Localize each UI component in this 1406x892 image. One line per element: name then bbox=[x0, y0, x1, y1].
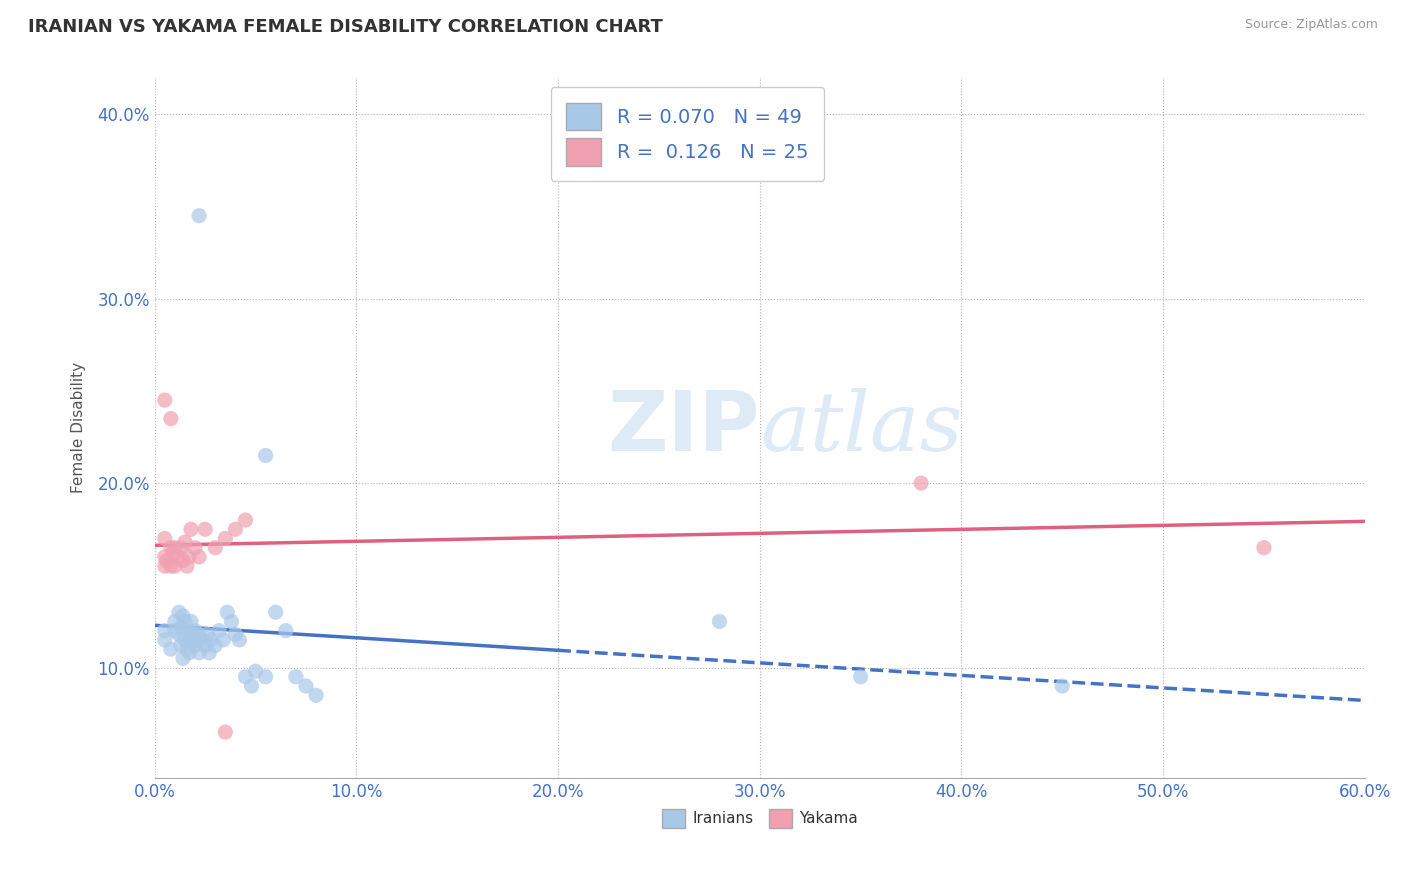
Point bbox=[163, 559, 186, 574]
Point bbox=[163, 541, 186, 555]
Point bbox=[160, 411, 183, 425]
Point bbox=[224, 522, 246, 536]
Point bbox=[162, 546, 184, 560]
Point bbox=[849, 670, 872, 684]
Point bbox=[177, 646, 200, 660]
Point bbox=[170, 620, 193, 634]
Point bbox=[305, 688, 328, 702]
Point bbox=[194, 522, 217, 536]
Point bbox=[200, 632, 222, 647]
Point bbox=[245, 665, 267, 679]
Point bbox=[228, 632, 250, 647]
Point bbox=[204, 639, 226, 653]
Point bbox=[186, 632, 208, 647]
Point bbox=[170, 541, 193, 555]
Point bbox=[709, 615, 731, 629]
Point bbox=[153, 532, 176, 546]
Point bbox=[153, 632, 176, 647]
Point bbox=[153, 624, 176, 638]
Point bbox=[254, 449, 277, 463]
Point bbox=[167, 549, 190, 564]
Point bbox=[195, 627, 218, 641]
Point bbox=[163, 615, 186, 629]
Point bbox=[295, 679, 318, 693]
Point bbox=[221, 615, 243, 629]
Legend: Iranians, Yakama: Iranians, Yakama bbox=[655, 803, 865, 834]
Point bbox=[1052, 679, 1074, 693]
Point bbox=[284, 670, 307, 684]
Point bbox=[190, 632, 212, 647]
Point bbox=[235, 513, 257, 527]
Point bbox=[180, 632, 202, 647]
Point bbox=[240, 679, 263, 693]
Point bbox=[214, 725, 236, 739]
Point bbox=[172, 609, 194, 624]
Point bbox=[160, 642, 183, 657]
Point bbox=[184, 639, 207, 653]
Point bbox=[163, 624, 186, 638]
Y-axis label: Female Disability: Female Disability bbox=[72, 362, 86, 493]
Point bbox=[235, 670, 257, 684]
Point bbox=[188, 627, 211, 641]
Point bbox=[194, 639, 217, 653]
Text: Source: ZipAtlas.com: Source: ZipAtlas.com bbox=[1244, 18, 1378, 31]
Point bbox=[212, 632, 235, 647]
Point bbox=[160, 541, 183, 555]
Point bbox=[188, 646, 211, 660]
Point bbox=[204, 541, 226, 555]
Point bbox=[153, 559, 176, 574]
Point bbox=[174, 632, 197, 647]
Point bbox=[156, 553, 179, 567]
Point bbox=[254, 670, 277, 684]
Point bbox=[180, 615, 202, 629]
Point bbox=[274, 624, 297, 638]
Point bbox=[214, 532, 236, 546]
Point bbox=[174, 535, 197, 549]
Point bbox=[174, 615, 197, 629]
Text: IRANIAN VS YAKAMA FEMALE DISABILITY CORRELATION CHART: IRANIAN VS YAKAMA FEMALE DISABILITY CORR… bbox=[28, 18, 664, 36]
Point bbox=[181, 627, 204, 641]
Point bbox=[180, 522, 202, 536]
Point bbox=[910, 476, 932, 491]
Point bbox=[177, 549, 200, 564]
Point bbox=[167, 605, 190, 619]
Text: atlas: atlas bbox=[759, 388, 962, 467]
Point bbox=[184, 624, 207, 638]
Point bbox=[176, 624, 198, 638]
Point bbox=[208, 624, 231, 638]
Text: ZIP: ZIP bbox=[607, 387, 759, 468]
Point bbox=[176, 559, 198, 574]
Point bbox=[167, 627, 190, 641]
Point bbox=[224, 627, 246, 641]
Point bbox=[184, 541, 207, 555]
Point bbox=[153, 549, 176, 564]
Point bbox=[172, 651, 194, 665]
Point bbox=[177, 627, 200, 641]
Point bbox=[198, 646, 221, 660]
Point bbox=[217, 605, 239, 619]
Point bbox=[172, 553, 194, 567]
Point bbox=[170, 639, 193, 653]
Point bbox=[264, 605, 287, 619]
Point bbox=[176, 642, 198, 657]
Point bbox=[1253, 541, 1275, 555]
Point bbox=[188, 549, 211, 564]
Point bbox=[188, 209, 211, 223]
Point bbox=[153, 393, 176, 408]
Point bbox=[160, 559, 183, 574]
